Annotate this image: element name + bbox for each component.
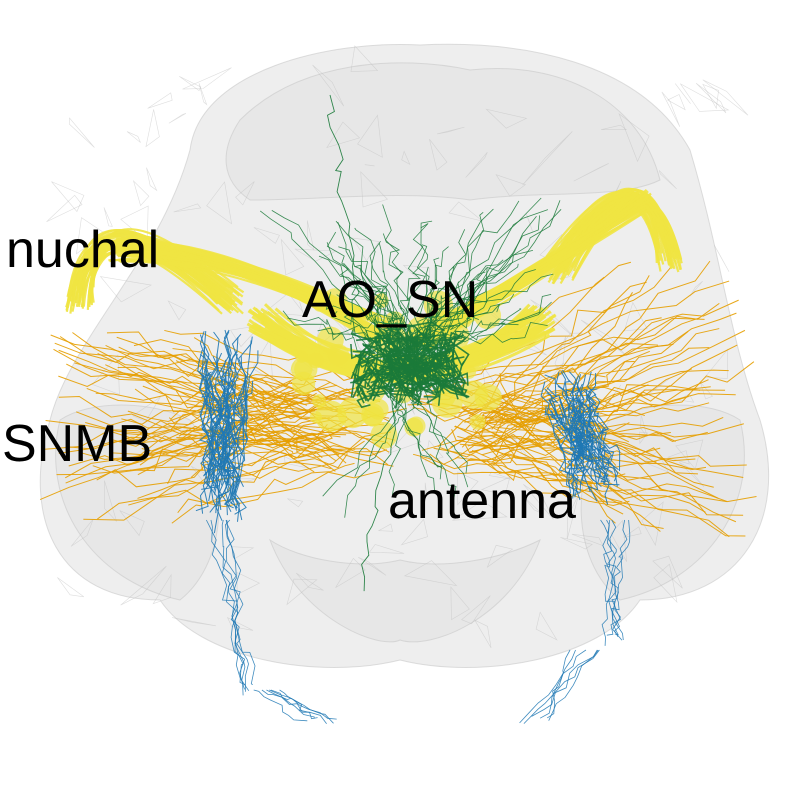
antenna-label: antenna	[388, 472, 576, 530]
ao-sn-label: AO_SN	[302, 271, 479, 329]
nuchal-label: nuchal	[6, 221, 160, 279]
ao-sn-neurons	[259, 94, 562, 592]
snmb-neurons	[195, 329, 631, 725]
snmb-label: SNMB	[2, 415, 153, 473]
